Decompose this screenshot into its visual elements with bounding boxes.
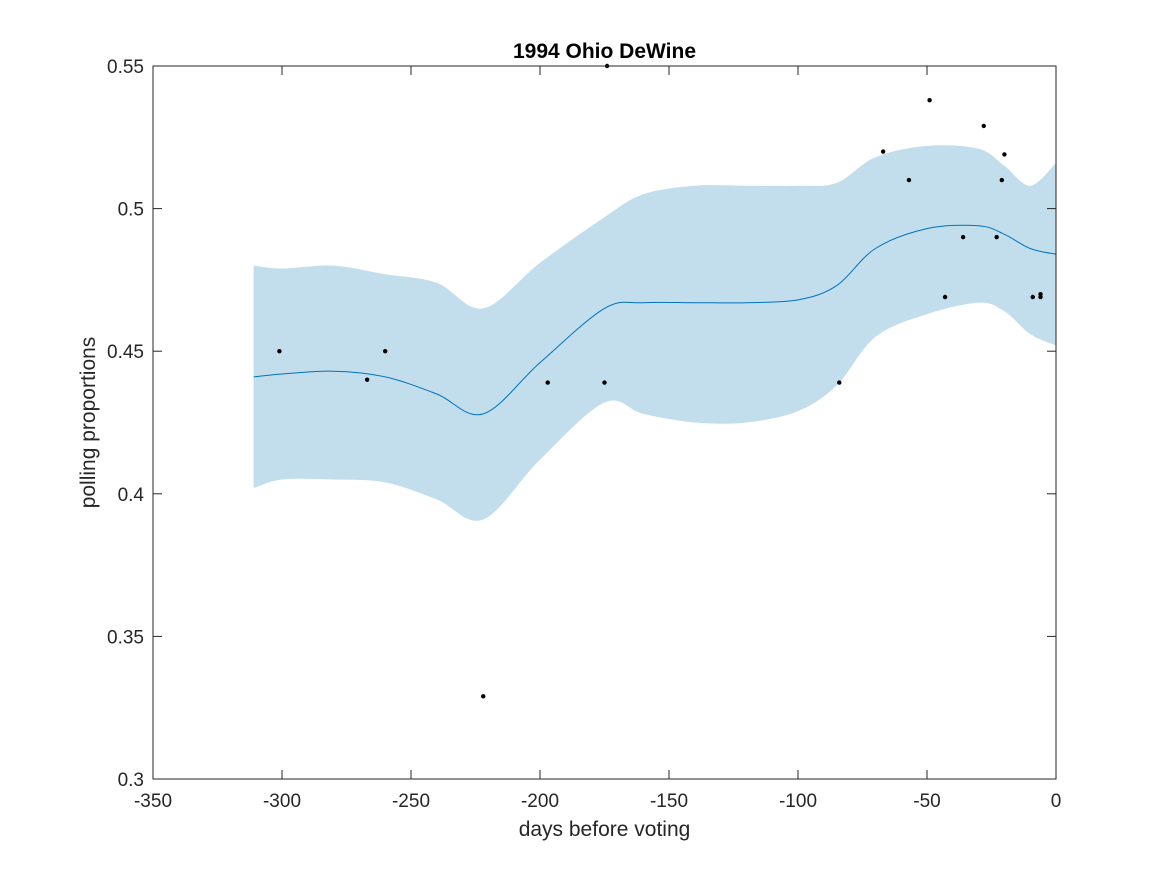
data-point — [1030, 294, 1035, 300]
chart-title: 1994 Ohio DeWine — [513, 40, 696, 63]
y-tick-label: 0.45 — [107, 342, 144, 363]
data-point — [602, 380, 607, 385]
x-tick-label: 0 — [1051, 791, 1062, 812]
x-tick-label: -100 — [779, 791, 817, 812]
data-point — [383, 349, 388, 354]
y-axis-label: polling proportions — [77, 337, 100, 509]
y-ticks: 0.3 0.35 0.4 0.45 0.5 0.55 — [107, 57, 1056, 791]
data-point — [906, 177, 912, 183]
data-point — [364, 377, 370, 382]
data-point — [981, 123, 986, 129]
x-ticks: -350 -300 -250 -200 -150 -100 -50 0 — [134, 66, 1061, 812]
data-point — [942, 294, 948, 300]
x-tick-label: -200 — [521, 791, 559, 812]
data-point — [1002, 152, 1007, 157]
data-point — [927, 98, 932, 103]
y-tick-label: 0.55 — [107, 57, 144, 78]
confidence-band — [253, 145, 1057, 521]
y-tick-label: 0.4 — [118, 485, 145, 506]
data-point — [994, 234, 999, 240]
x-axis-label: days before voting — [519, 818, 691, 841]
y-tick-label: 0.35 — [107, 627, 144, 648]
data-point — [1038, 294, 1043, 300]
x-tick-label: -50 — [913, 791, 940, 812]
data-point — [960, 234, 966, 240]
data-point — [277, 349, 282, 354]
data-point — [481, 694, 486, 699]
y-tick-label: 0.3 — [118, 770, 144, 791]
data-point — [837, 380, 842, 385]
plot-box — [152, 65, 1057, 780]
data-point — [880, 149, 886, 154]
x-tick-label: -250 — [392, 791, 430, 812]
x-tick-label: -300 — [263, 791, 301, 812]
y-tick-label: 0.5 — [118, 200, 144, 221]
data-point — [999, 177, 1005, 183]
x-tick-label: -350 — [134, 791, 172, 812]
mean-line — [253, 224, 1057, 416]
x-tick-label: -150 — [650, 791, 688, 812]
data-point — [545, 380, 550, 385]
